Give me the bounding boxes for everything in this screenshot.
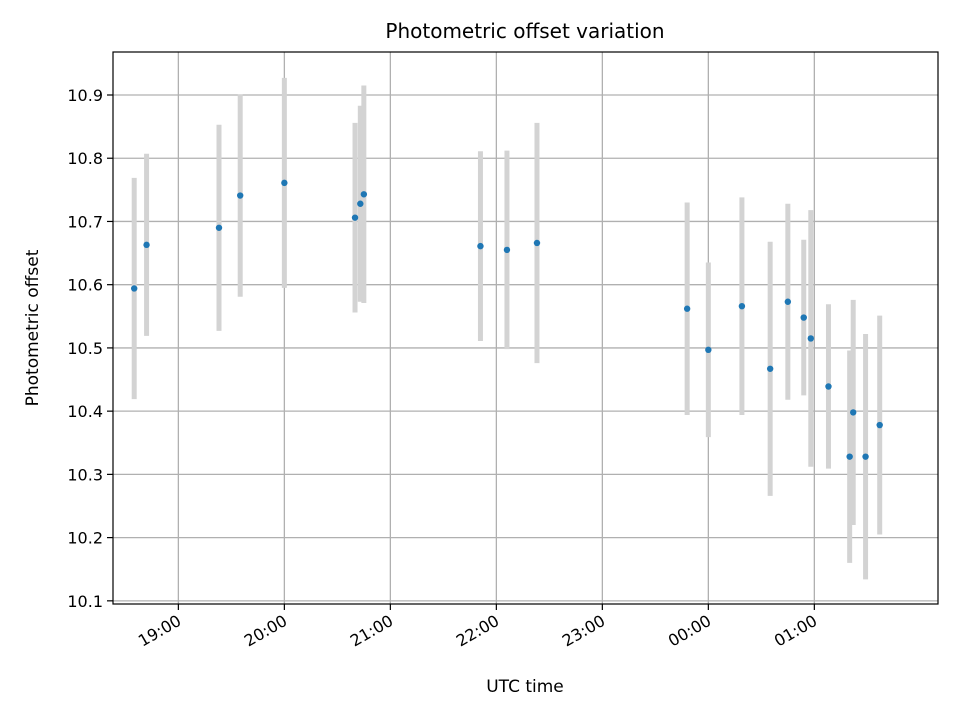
data-point — [351, 214, 359, 221]
data-point — [800, 314, 807, 321]
data-point — [281, 179, 288, 187]
data-point — [705, 346, 712, 354]
data-point — [130, 285, 138, 292]
data-point — [360, 191, 368, 198]
data-points — [130, 179, 883, 460]
data-point — [825, 383, 832, 390]
y-tick-label: 10.9 — [67, 86, 103, 105]
y-tick-label: 10.3 — [67, 465, 103, 484]
data-point — [784, 298, 792, 305]
data-point — [876, 421, 883, 429]
y-tick-label: 10.2 — [67, 529, 103, 548]
y-tick-label: 10.5 — [67, 339, 103, 358]
plot-frame — [112, 51, 939, 605]
data-point — [683, 305, 691, 312]
data-point — [477, 242, 484, 250]
y-axis-ticks: 10.1 10.2 10.3 10.4 10.5 10.6 10.7 10.8 10.9 — [67, 86, 113, 611]
data-point — [357, 200, 364, 207]
chart-title: Photometric offset variation — [385, 19, 664, 43]
y-axis-title: Photometric offset — [23, 249, 43, 406]
y-tick-label: 10.7 — [67, 212, 103, 231]
data-point — [738, 302, 746, 310]
x-axis-title: UTC time — [486, 677, 564, 697]
data-point — [503, 246, 511, 254]
y-tick-label: 10.4 — [67, 402, 103, 421]
y-tick-label: 10.6 — [67, 276, 103, 295]
data-point — [143, 241, 150, 249]
data-point — [850, 409, 857, 416]
data-point — [807, 335, 815, 342]
y-tick-label: 10.1 — [67, 592, 103, 611]
data-point — [533, 239, 541, 247]
data-point — [236, 192, 244, 199]
data-point — [215, 224, 223, 231]
y-tick-label: 10.8 — [67, 149, 103, 168]
data-point — [846, 453, 853, 460]
data-point — [766, 365, 774, 372]
data-point — [862, 453, 869, 460]
